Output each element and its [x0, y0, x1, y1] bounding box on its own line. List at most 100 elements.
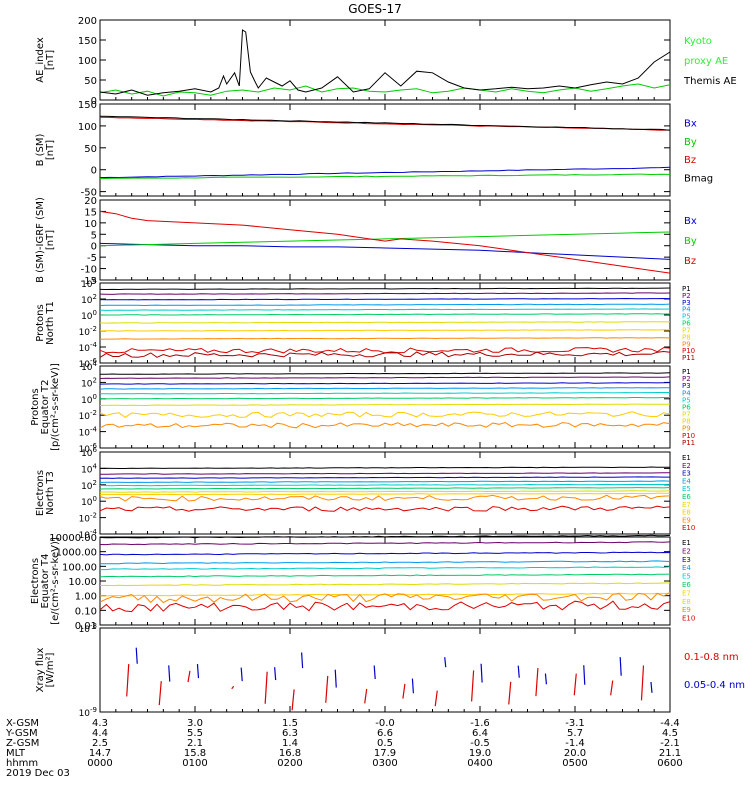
y-axis-label: B (SM) [nT]: [35, 133, 56, 166]
panel-frame: [99, 451, 671, 535]
legend-item: P3: [682, 382, 691, 390]
series-line-bx: [99, 242, 671, 260]
x-axis-row-value: 3.0: [187, 718, 203, 729]
series: [99, 115, 671, 180]
x-ticks: [99, 537, 671, 625]
legend-item: P7: [682, 411, 691, 419]
legend-item: Bmag: [684, 174, 713, 185]
panel-frame: [99, 199, 671, 281]
channel-line: [99, 329, 671, 332]
y-axis-label-line: [p/(cm²-s-sr-keV)]: [50, 363, 61, 451]
xray-short-segment: [544, 673, 548, 685]
y-axis-label-line: North T3: [45, 471, 56, 515]
legend-item: E9: [682, 516, 691, 524]
y-tick-label: 100: [81, 393, 97, 406]
figure-title: GOES-17: [348, 2, 402, 16]
xray-short-segment: [650, 681, 653, 693]
y-axis-label-line: [nT]: [45, 50, 56, 70]
xray-short-segment: [583, 665, 586, 685]
xray-long-segment: [471, 670, 475, 702]
y-axis-label-line: B (SM)-IGRF (SM): [35, 197, 46, 283]
xray-short-segment: [517, 665, 520, 678]
x-axis-row-value: 0600: [657, 758, 682, 769]
legend-item: Bz: [684, 256, 696, 267]
channel-line: [99, 387, 671, 390]
channel-line: [99, 492, 671, 496]
y-tick-label: 104: [81, 360, 97, 373]
channel-line: [99, 573, 671, 578]
y-tick-label: -15: [81, 276, 97, 287]
y-tick-label: 10.00: [68, 577, 97, 588]
panel-frame: [99, 103, 671, 197]
channel-line: [99, 403, 671, 407]
x-ticks: [99, 20, 671, 100]
y-tick-label: 100: [78, 122, 97, 133]
legend: Bx By Bz Bmag: [684, 118, 713, 184]
legend-item: 0.1-0.8 nm: [684, 652, 739, 663]
x-axis-row-value: 0500: [562, 758, 587, 769]
channel-line: [99, 321, 671, 324]
y-tick-label: 0.01: [75, 621, 97, 632]
channel-line: [99, 308, 671, 311]
xray-short-segment: [168, 665, 171, 682]
legend-item: E10: [682, 524, 695, 532]
channel-line: [99, 534, 671, 539]
channel-line: [99, 600, 671, 613]
xray-short-segment: [444, 657, 447, 668]
y-axis-label: Protons Equator T2 [p/(cm²-s-sr-keV)]: [30, 363, 61, 451]
y-tick-label: 20: [84, 196, 97, 207]
legend-item: P9: [682, 340, 691, 348]
legend-item: E8: [682, 509, 691, 517]
y-axis-label-line: [nT]: [45, 140, 56, 160]
channel-line: [99, 297, 671, 301]
xray-long-segment: [508, 681, 512, 705]
channel-line: [100, 560, 671, 565]
legend-item: E9: [682, 606, 691, 614]
y-tick-label: -10: [81, 265, 97, 276]
series-line-themis-ae: [99, 29, 671, 96]
y-ticks: 200 150 100 50 0: [78, 16, 670, 107]
y-tick-label: 10-2: [79, 325, 97, 338]
xray-long-segment: [610, 680, 614, 696]
y-tick-label: 50: [84, 144, 97, 155]
x-axis-row-value: -1.4: [565, 738, 585, 749]
y-ticks: 104 102 100 10-2 10-4 10-6: [79, 277, 670, 370]
x-axis-row-value: -2.1: [660, 738, 680, 749]
x-axis-row-label: Z-GSM: [6, 738, 39, 749]
channel-line: [99, 411, 671, 419]
xray-long-segment: [264, 671, 268, 704]
legend-item: P3: [682, 299, 691, 307]
x-axis-row-value: -0.0: [375, 718, 395, 729]
x-axis-row-value: 0000: [87, 758, 112, 769]
channel-line: [99, 592, 671, 604]
panel-pequator: Protons Equator T2 [p/(cm²-s-sr-keV)] 104 10…: [30, 360, 695, 455]
series: [99, 210, 671, 274]
legend-item: E2: [682, 547, 691, 555]
y-tick-label: 10-8: [79, 622, 97, 635]
y-axis-label-line: [e/(cm²-s-sr-keV)]: [50, 537, 61, 625]
y-tick-label: 10-2: [79, 409, 97, 422]
xray-long-segment: [231, 685, 235, 690]
y-tick-label: 15: [84, 207, 97, 218]
xray-short-segment: [274, 667, 277, 681]
channel-line: [99, 487, 671, 490]
xray-long-segment: [535, 668, 539, 697]
x-axis-row-value: -3.1: [565, 718, 585, 729]
y-tick-label: 150: [78, 36, 97, 47]
y-axis-label: Protons North T1: [35, 301, 56, 345]
legend-item: P1: [682, 368, 691, 376]
legend-item: E2: [682, 462, 691, 470]
y-ticks: 10000.00 1000.00 100.00 10.00 1.00 0.10 0.01: [49, 533, 670, 632]
legend-item: Bz: [684, 155, 696, 166]
legend-item: Kyoto: [684, 36, 712, 47]
x-ticks: [99, 452, 671, 534]
y-ticks: 106 104 102 100 10-2 10-4: [79, 446, 670, 541]
y-axis-label-line: Equator T4: [40, 554, 51, 609]
x-axis-row-value: 1.5: [282, 718, 298, 729]
y-tick-label: 10: [84, 219, 97, 230]
y-tick-label: -5: [87, 253, 97, 264]
legend-item: P1: [682, 285, 691, 293]
